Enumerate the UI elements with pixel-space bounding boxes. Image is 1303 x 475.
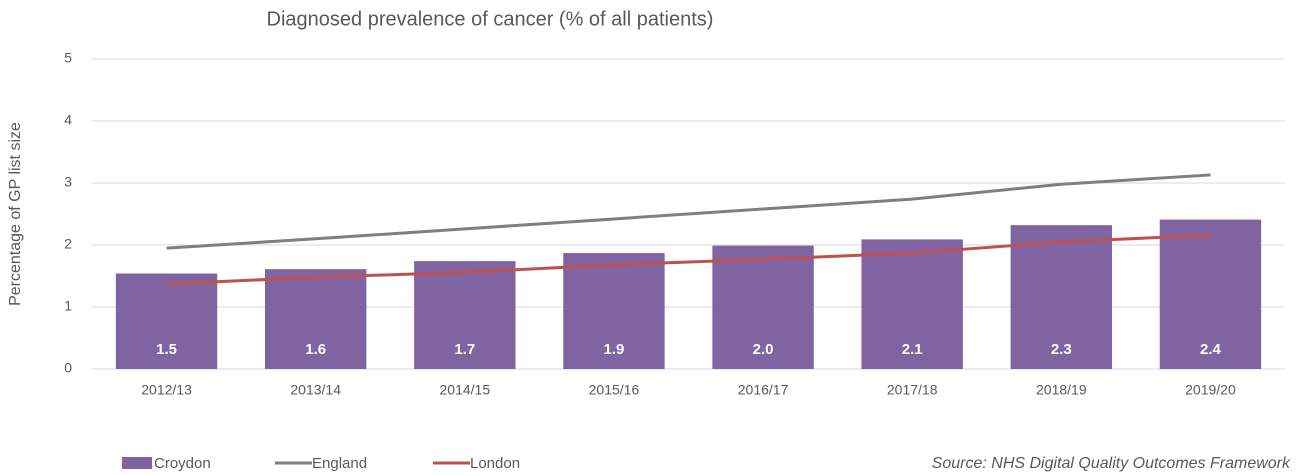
data-label: 2.4 bbox=[1200, 341, 1222, 358]
x-tick-label: 2012/13 bbox=[141, 382, 192, 398]
data-label: 1.5 bbox=[156, 341, 177, 358]
legend-swatch bbox=[122, 457, 152, 469]
chart-title: Diagnosed prevalence of cancer (% of all… bbox=[267, 8, 714, 30]
y-tick-label: 4 bbox=[64, 112, 72, 128]
bar bbox=[1159, 219, 1262, 369]
bar bbox=[1010, 225, 1113, 369]
x-tick-label: 2018/19 bbox=[1036, 382, 1087, 398]
legend-label: London bbox=[470, 455, 520, 472]
data-label: 2.3 bbox=[1051, 341, 1072, 358]
x-tick-label: 2014/15 bbox=[440, 382, 491, 398]
bar bbox=[414, 261, 516, 369]
bar bbox=[712, 245, 814, 369]
data-label: 2.1 bbox=[902, 341, 923, 358]
y-tick-label: 2 bbox=[64, 236, 72, 252]
bar bbox=[563, 253, 665, 369]
bar bbox=[115, 273, 218, 369]
y-axis-label: Percentage of GP list size bbox=[7, 122, 24, 306]
source: Source: NHS Digital Quality Outcomes Fra… bbox=[932, 455, 1291, 472]
data-label: 1.6 bbox=[305, 341, 326, 358]
bar bbox=[861, 239, 963, 369]
y-tick-label: 3 bbox=[64, 174, 72, 190]
data-label: 2.0 bbox=[753, 341, 774, 358]
legend-label: Croydon bbox=[154, 455, 211, 472]
x-tick-label: 2017/18 bbox=[887, 382, 938, 398]
line bbox=[166, 173, 1211, 250]
y-tick-label: 1 bbox=[64, 298, 72, 314]
legend-label: England bbox=[312, 455, 367, 472]
y-tick-label: 5 bbox=[64, 50, 72, 66]
y-tick-label: 0 bbox=[64, 360, 72, 376]
x-tick-label: 2016/17 bbox=[738, 382, 789, 398]
data-label: 1.7 bbox=[454, 341, 475, 358]
x-tick-label: 2015/16 bbox=[589, 382, 640, 398]
x-tick-label: 2019/20 bbox=[1185, 382, 1236, 398]
bar bbox=[264, 269, 367, 369]
line bbox=[166, 233, 1211, 286]
x-tick-label: 2013/14 bbox=[290, 382, 341, 398]
data-label: 1.9 bbox=[604, 341, 625, 358]
